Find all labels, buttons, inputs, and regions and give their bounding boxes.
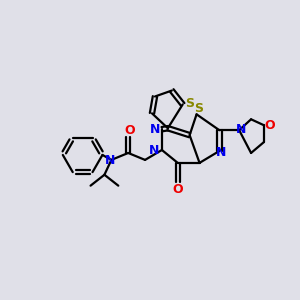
Text: O: O: [265, 119, 275, 132]
Text: N: N: [216, 146, 226, 160]
Text: O: O: [172, 183, 183, 196]
Text: N: N: [105, 154, 116, 167]
Text: N: N: [150, 123, 160, 136]
Text: S: S: [185, 97, 194, 110]
Text: N: N: [236, 123, 246, 136]
Text: S: S: [194, 102, 203, 115]
Text: N: N: [149, 145, 159, 158]
Text: O: O: [124, 124, 134, 137]
